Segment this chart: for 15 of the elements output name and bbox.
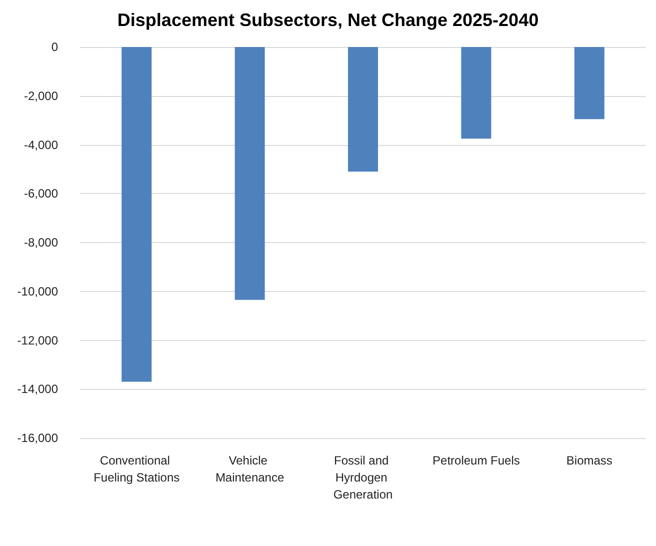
y-tick-label: -6,000 xyxy=(24,186,58,201)
x-tick-label: Biomass xyxy=(566,454,612,468)
y-tick-label: 0 xyxy=(51,40,58,54)
y-tick-label: -16,000 xyxy=(17,431,58,445)
x-tick-label: Conventional Fueling Stations xyxy=(94,454,180,484)
y-tick-label: -10,000 xyxy=(17,284,58,298)
y-tick-label: -12,000 xyxy=(17,333,58,348)
x-tick-label: Fossil and Hyrdogen Generation xyxy=(333,454,393,502)
y-tick-label: -8,000 xyxy=(24,236,58,250)
chart-title: Displacement Subsectors, Net Change 2025-2040 xyxy=(117,10,539,30)
y-tick-label: -14,000 xyxy=(17,382,58,396)
x-tick-label: Vehicle Maintenance xyxy=(215,454,284,484)
y-tick-label: -4,000 xyxy=(24,138,58,152)
y-tick-label: -2,000 xyxy=(24,88,58,103)
x-tick-label: Petroleum Fuels xyxy=(432,454,520,468)
